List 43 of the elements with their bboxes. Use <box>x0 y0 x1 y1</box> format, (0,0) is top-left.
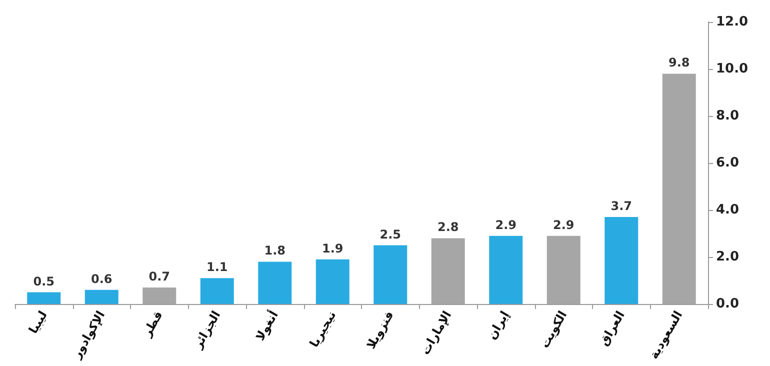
bar <box>604 217 638 304</box>
y-tick-label: 10.0 <box>716 62 748 76</box>
x-tick-label: الجزائر <box>190 308 224 352</box>
data-label: 2.5 <box>380 227 402 242</box>
data-label: 0.7 <box>148 270 170 284</box>
data-label: 0.5 <box>33 274 55 288</box>
bar <box>200 278 234 304</box>
bar <box>662 74 696 304</box>
data-label: 2.9 <box>552 218 574 232</box>
bar <box>489 236 523 304</box>
bar <box>316 259 350 304</box>
bar <box>27 292 61 304</box>
data-label: 2.8 <box>437 220 459 234</box>
data-label: 0.6 <box>90 272 112 286</box>
x-tick-label: العراق <box>596 308 628 348</box>
data-label: 1.8 <box>264 244 286 258</box>
y-tick-label: 8.0 <box>716 108 740 124</box>
data-label: 3.7 <box>610 199 632 214</box>
x-tick-label: السعودية <box>646 308 686 362</box>
bar <box>84 290 118 304</box>
y-tick-label: 2.0 <box>716 250 740 264</box>
bar <box>142 288 176 304</box>
x-tick-label: الكويت <box>537 308 570 350</box>
bar <box>258 262 292 304</box>
x-tick-label: الإكوادور <box>69 308 108 362</box>
data-label: 9.8 <box>668 56 690 70</box>
y-tick-label: 6.0 <box>716 156 740 170</box>
x-tick-label: فنزويلا <box>364 308 396 352</box>
y-tick-label: 12.0 <box>716 14 748 30</box>
data-label: 2.9 <box>495 218 517 232</box>
y-tick-label: 4.0 <box>716 202 740 218</box>
data-label: 1.1 <box>206 260 228 274</box>
x-tick-label: نيجيريا <box>306 308 339 350</box>
x-tick-label: إيران <box>484 308 512 342</box>
bar <box>546 236 580 304</box>
bar <box>431 238 465 304</box>
x-tick-label: الإمارات <box>418 308 454 358</box>
x-tick-label: قطر <box>139 308 166 340</box>
x-tick-label: أنغولا <box>252 308 281 344</box>
data-label: 1.9 <box>322 241 344 256</box>
bar <box>374 245 408 304</box>
x-tick-label: ليبيا <box>26 308 50 336</box>
y-tick-label: 0.0 <box>716 296 740 312</box>
